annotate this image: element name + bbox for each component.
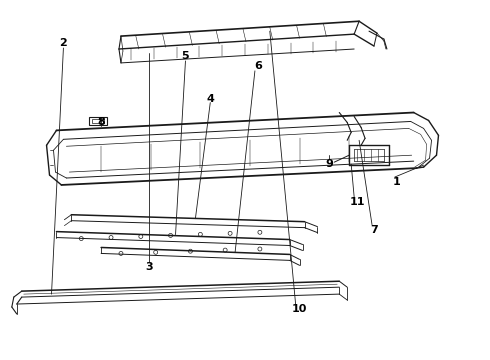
Text: 8: 8 bbox=[97, 117, 105, 127]
Text: 9: 9 bbox=[325, 159, 333, 169]
Text: 3: 3 bbox=[145, 262, 152, 272]
Text: 6: 6 bbox=[254, 61, 262, 71]
Text: 7: 7 bbox=[370, 225, 378, 235]
Text: 5: 5 bbox=[182, 51, 189, 61]
Text: 1: 1 bbox=[393, 177, 401, 187]
Text: 2: 2 bbox=[60, 38, 67, 48]
Text: 11: 11 bbox=[349, 197, 365, 207]
Text: 10: 10 bbox=[292, 304, 307, 314]
Text: 4: 4 bbox=[206, 94, 214, 104]
